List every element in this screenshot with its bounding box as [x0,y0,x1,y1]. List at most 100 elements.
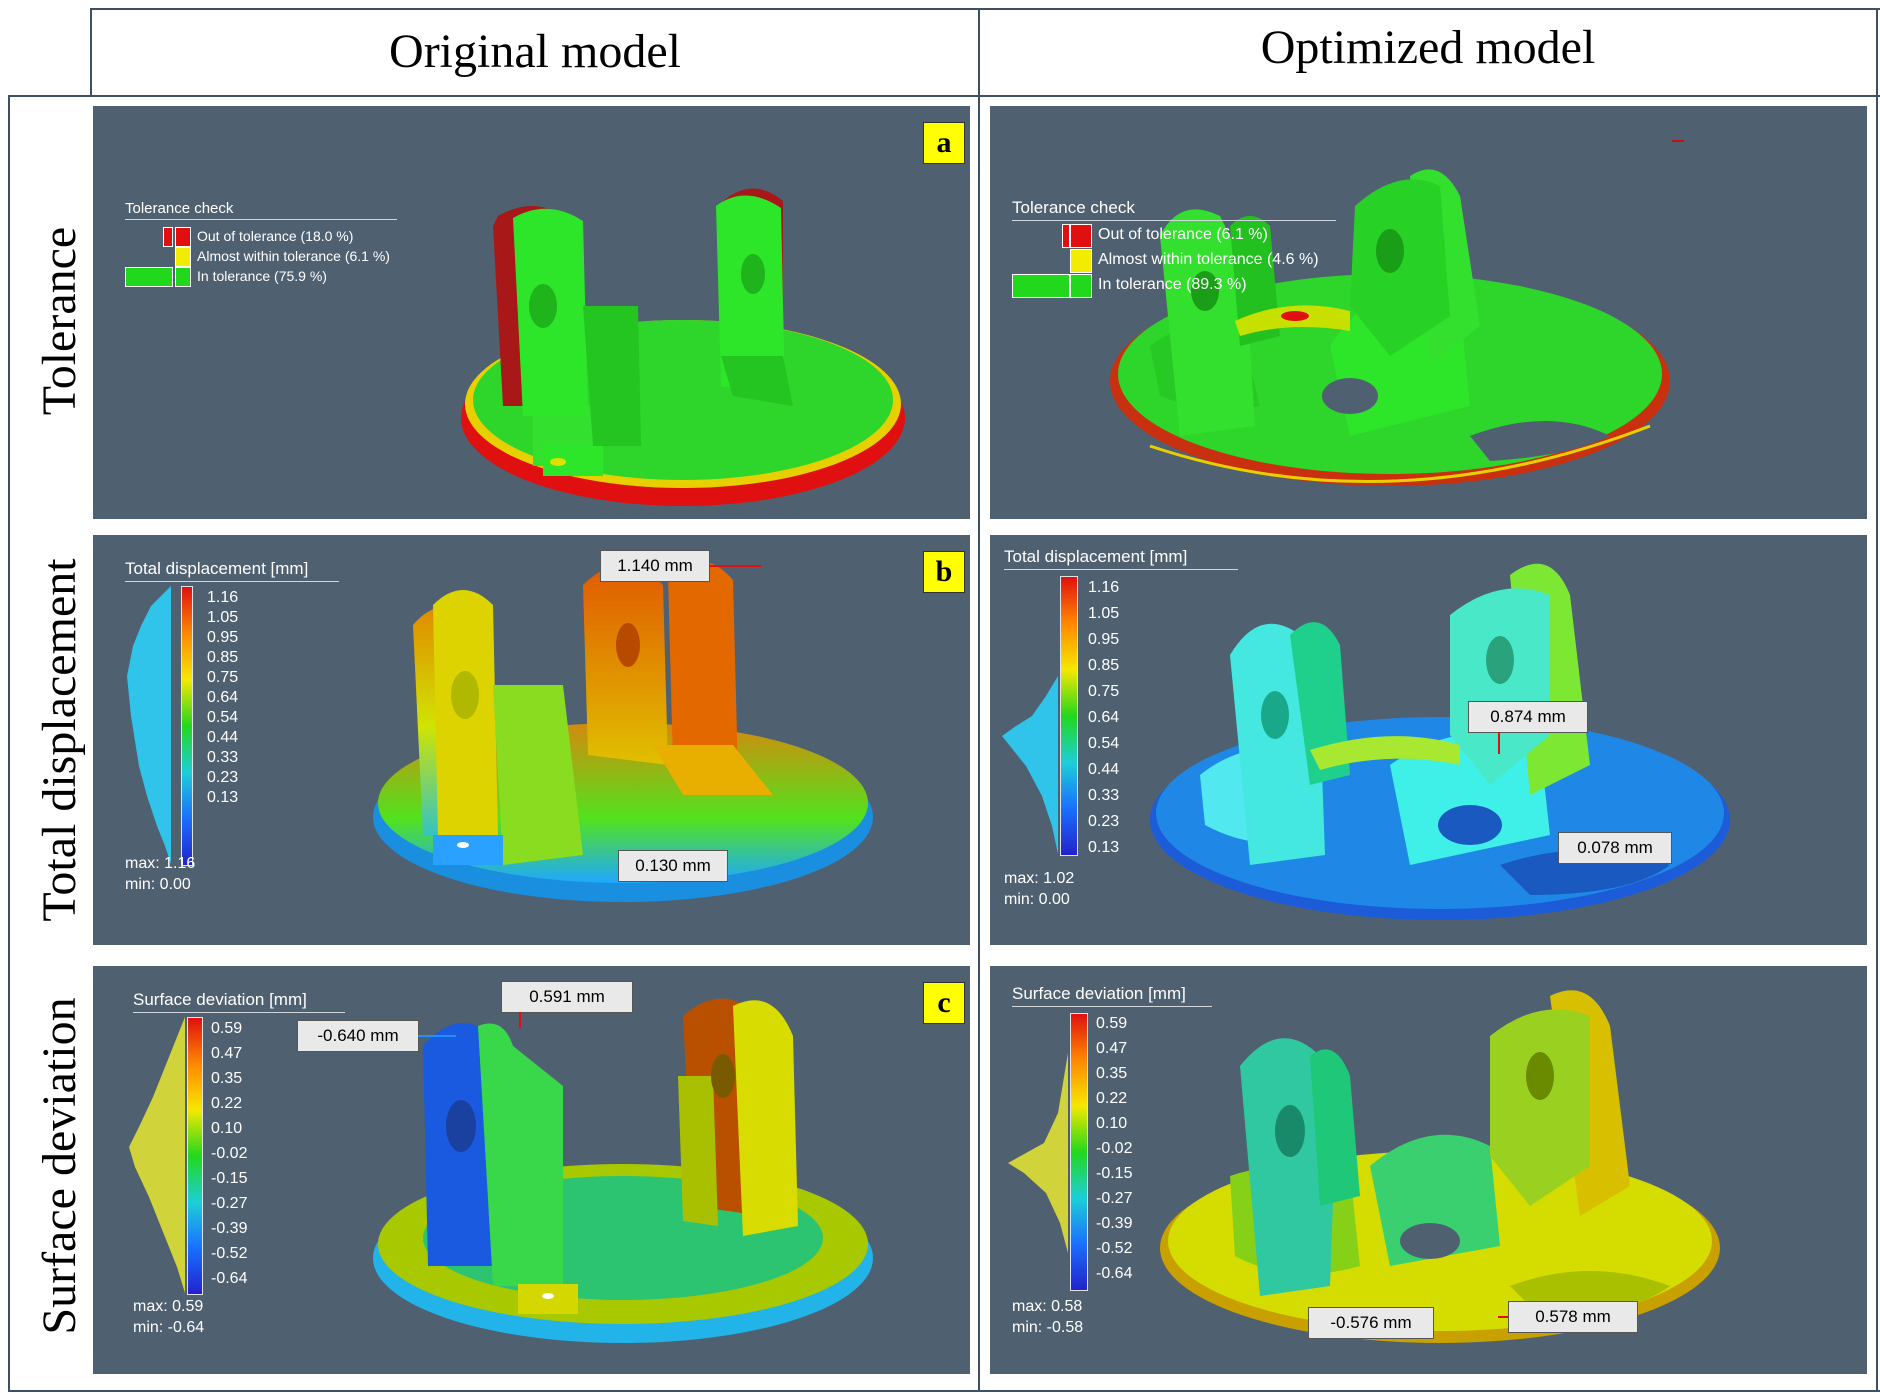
optimized-displacement-model [1150,563,1730,920]
displacement-tick: 0.44 [207,729,239,746]
displacement-tick: 0.85 [1088,657,1120,674]
panel-optimized-deviation: Surface deviation [mm] 0.59 0.47 0.35 0.… [990,966,1867,1374]
tolerance-legend-almost: Almost within tolerance (4.6 %) [1098,251,1319,268]
tolerance-legend-green-bar [1070,274,1092,298]
deviation-tick: -0.27 [1096,1190,1133,1207]
deviation-tick: -0.39 [1096,1215,1133,1232]
displacement-tick: 0.64 [1088,709,1120,726]
row-label-total-displacement: Total displacement [33,558,86,922]
deviation-tick: 0.47 [211,1045,243,1062]
deviation-legend-title: Surface deviation [mm] [1012,984,1212,1007]
displacement-tick: 1.05 [207,609,239,626]
tolerance-legend-in: In tolerance (75.9 %) [197,268,327,284]
callout-min-displacement: 0.078 mm [1558,832,1672,864]
deviation-tick: 0.59 [1096,1015,1128,1032]
displacement-colorbar [181,586,193,866]
displacement-tick: 1.16 [207,589,239,606]
displacement-tick: 0.13 [1088,839,1120,856]
displacement-tick: 1.05 [1088,605,1120,622]
displacement-tick: 0.33 [1088,787,1120,804]
callout-leader [418,1035,456,1037]
deviation-tick: 0.10 [1096,1115,1128,1132]
tolerance-legend-title: Tolerance check [1012,198,1336,221]
panel-letter-c: c [923,982,965,1024]
deviation-histogram [129,1017,185,1293]
tolerance-legend-yellow-bar [1070,249,1092,273]
original-displacement-model [373,561,873,902]
displacement-tick: 0.75 [207,669,239,686]
tolerance-legend-red-bar [1062,224,1070,248]
tolerance-legend-red-bar [163,227,173,247]
panel-letter-a: a [923,122,965,164]
panel-original-tolerance: a Tolerance check Out of tolerance (18.0… [93,106,970,519]
deviation-tick: 0.59 [211,1020,243,1037]
displacement-min: min: 0.00 [1004,891,1070,908]
deviation-tick: -0.64 [211,1270,248,1287]
displacement-histogram [127,586,171,864]
displacement-tick: 0.23 [207,769,239,786]
displacement-tick: 0.75 [1088,683,1120,700]
grid-bottom-line [8,1390,1880,1392]
grid-header-line [8,95,1880,97]
grid-header-left-line [90,8,92,96]
grid-left-line [8,95,10,1392]
deviation-histogram [1008,1053,1068,1253]
deviation-tick: -0.02 [1096,1140,1133,1157]
deviation-tick: 0.22 [1096,1090,1128,1107]
tolerance-legend-out: Out of tolerance (6.1 %) [1098,226,1268,243]
displacement-legend-title: Total displacement [mm] [125,559,339,582]
row-label-tolerance: Tolerance [33,226,86,416]
deviation-max: max: 0.59 [133,1298,204,1315]
original-deviation-model [373,998,873,1343]
displacement-max: max: 1.16 [125,855,196,872]
header-optimized-model: Optimized model [1260,21,1596,74]
callout-leader [1498,1316,1508,1318]
deviation-tick: 0.47 [1096,1040,1128,1057]
displacement-tick: 0.33 [207,749,239,766]
deviation-max: max: 0.58 [1012,1298,1083,1315]
row-label-surface-deviation: Surface deviation [33,997,86,1335]
displacement-min: min: 0.00 [125,876,191,893]
displacement-tick: 0.95 [1088,631,1120,648]
displacement-colorbar [1060,576,1078,856]
deviation-tick: -0.39 [211,1220,248,1237]
panel-optimized-displacement: Total displacement [mm] 1.16 1.05 0.95 0… [990,535,1867,945]
displacement-max: max: 1.02 [1004,870,1075,887]
tolerance-legend-red-bar [1070,224,1092,248]
deviation-colorbar [1070,1013,1088,1291]
displacement-tick: 0.85 [207,649,239,666]
deviation-tick: -0.02 [211,1145,248,1162]
deviation-tick: 0.10 [211,1120,243,1137]
tolerance-legend-yellow-bar [175,247,191,267]
deviation-tick: -0.52 [1096,1240,1133,1257]
original-tolerance-model [461,188,905,506]
panel-letter-b: b [923,551,965,593]
callout-min-deviation: -0.576 mm [1308,1307,1434,1339]
deviation-tick: 0.35 [1096,1065,1128,1082]
grid-top-line [90,8,1880,10]
deviation-tick: -0.52 [211,1245,248,1262]
red-mark [1672,140,1684,142]
displacement-tick: 0.54 [1088,735,1120,752]
displacement-tick: 0.44 [1088,761,1120,778]
deviation-min: min: -0.64 [133,1319,205,1336]
displacement-tick: 0.95 [207,629,239,646]
deviation-tick: 0.35 [211,1070,243,1087]
displacement-tick: 0.13 [207,789,239,806]
tolerance-legend-red-bar [175,227,191,247]
displacement-tick: 1.16 [1088,579,1120,596]
callout-max-displacement: 0.874 mm [1468,701,1588,733]
optimized-tolerance-model [1110,169,1670,486]
deviation-tick: -0.27 [211,1195,248,1212]
callout-max-deviation: 0.578 mm [1508,1301,1638,1333]
displacement-tick: 0.23 [1088,813,1120,830]
panel-optimized-tolerance: Tolerance check Out of tolerance (6.1 %)… [990,106,1867,519]
callout-leader [519,1012,521,1028]
callout-max-deviation: 0.591 mm [501,981,633,1013]
header-original-model: Original model [389,25,681,78]
deviation-tick: -0.64 [1096,1265,1133,1282]
callout-min-deviation: -0.640 mm [297,1020,419,1052]
deviation-legend-title: Surface deviation [mm] [133,990,345,1013]
deviation-tick: -0.15 [1096,1165,1133,1182]
tolerance-legend-out: Out of tolerance (18.0 %) [197,228,354,244]
